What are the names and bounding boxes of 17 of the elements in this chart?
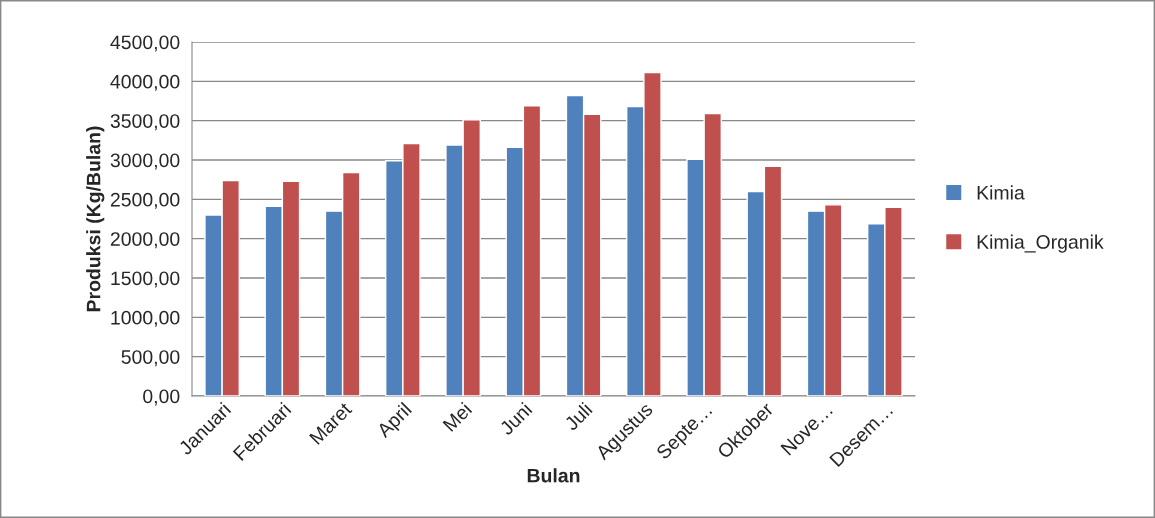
y-tick-label: 1000,00 bbox=[111, 310, 180, 327]
y-tick-label: 500,00 bbox=[121, 350, 180, 367]
y-axis-title: Produksi (Kg/Bulan) bbox=[86, 126, 105, 312]
y-tick-label: 3500,00 bbox=[110, 114, 180, 131]
y-tick-label: 2000,00 bbox=[110, 232, 180, 249]
y-tick-label: 0,00 bbox=[143, 389, 180, 406]
y-tick-label: 3000,00 bbox=[110, 153, 180, 170]
legend-label: Kimia bbox=[977, 185, 1025, 200]
y-tick-label: 4000,00 bbox=[110, 74, 180, 91]
x-tick-label: Mei bbox=[442, 401, 473, 432]
x-axis-title: Bulan bbox=[527, 468, 580, 483]
legend-label: Kimia_Organik bbox=[977, 234, 1104, 253]
y-tick-label: 2500,00 bbox=[110, 192, 180, 209]
x-tick-label: Juni bbox=[498, 401, 533, 436]
x-tick-label: Juli bbox=[563, 401, 593, 432]
y-tick-label: 4500,00 bbox=[110, 35, 180, 52]
y-tick-label: 1500,00 bbox=[111, 271, 180, 288]
